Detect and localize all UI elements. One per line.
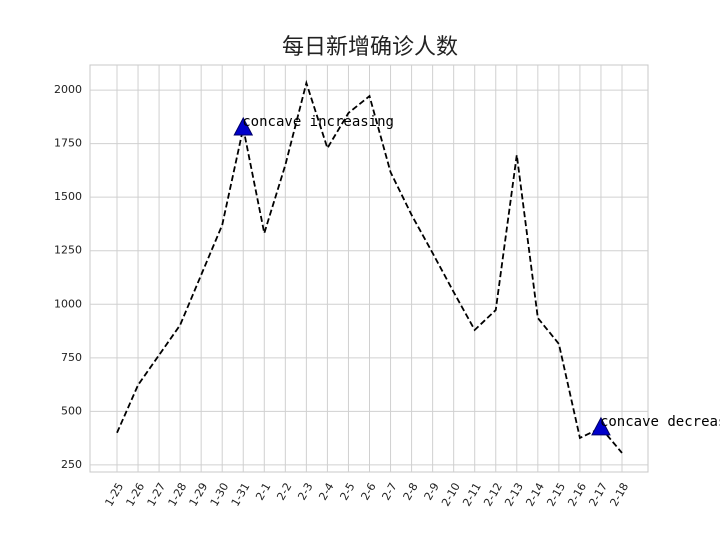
x-tick-label: 2-15 [544,481,568,509]
x-tick-label: 2-13 [502,481,526,509]
y-tick-label: 250 [61,458,82,471]
line [116,79,623,454]
x-tick-label: 2-17 [586,481,610,509]
annotation-text: concave decreasing [600,414,720,430]
x-tick-label: 2-5 [337,481,357,503]
x-tick-label: 1-25 [102,481,126,509]
x-tick-label: 1-31 [229,481,253,509]
x-tick-label: 1-30 [208,481,232,509]
y-tick-label: 1000 [54,297,82,310]
annotation-marker [233,116,254,136]
y-tick-label: 750 [61,351,82,364]
x-tick-label: 2-14 [523,481,547,509]
y-tick-label: 1750 [54,137,82,150]
x-tick-label: 2-9 [422,481,442,503]
x-tick-label: 2-18 [607,481,631,509]
y-tick-label: 1250 [54,244,82,257]
annotation-marker [591,416,611,436]
chart-title: 每日新增确诊人数 [282,35,458,60]
x-tick-label: 2-2 [274,481,294,503]
x-tick-label: 2-6 [358,481,378,503]
y-tick-label: 1500 [54,190,82,203]
x-tick-label: 1-29 [187,481,211,509]
x-tick-label: 2-7 [379,481,399,503]
x-tick-label: 1-26 [123,481,147,509]
x-tick-label: 1-28 [166,481,190,509]
x-tick-label: 2-1 [253,481,273,503]
y-tick-label: 500 [61,404,82,417]
x-tick-label: 2-12 [481,481,505,509]
x-tick-label: 2-4 [316,481,336,503]
annotation-text: concave increasing [242,114,394,130]
y-tick-label: 2000 [54,83,82,96]
x-tick-label: 2-16 [565,481,589,509]
x-tick-label: 2-8 [401,481,421,503]
x-tick-label: 1-27 [145,481,169,509]
x-tick-label: 2-3 [295,481,315,503]
x-tick-label: 2-11 [460,481,484,509]
x-tick-label: 2-10 [439,481,463,509]
